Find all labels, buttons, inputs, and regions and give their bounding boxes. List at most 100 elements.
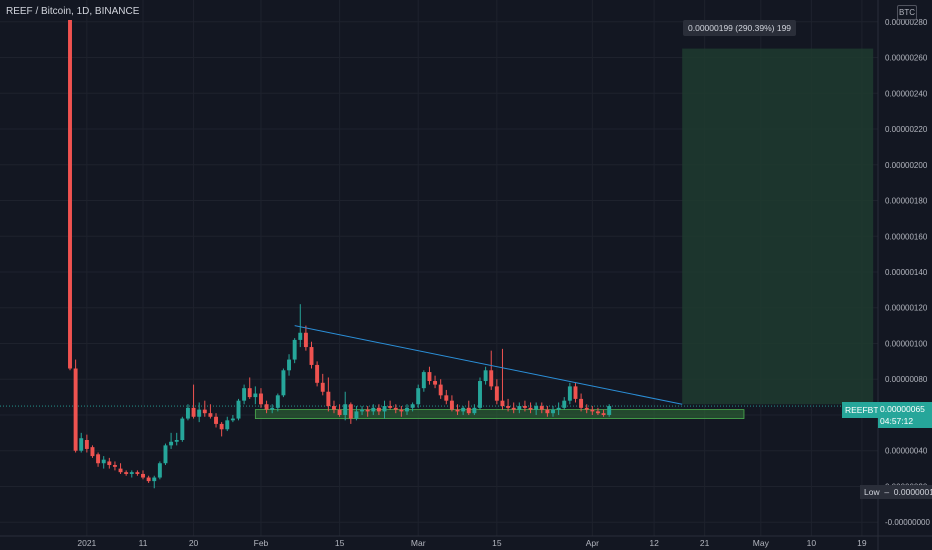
candle-body	[567, 386, 572, 401]
candle-body	[360, 409, 365, 412]
candle-body	[107, 461, 112, 466]
x-tick-label: 2021	[77, 538, 96, 548]
last-price-value: 0.00000065	[880, 404, 925, 414]
candle-body	[292, 339, 297, 360]
candle-body	[579, 398, 584, 408]
candle-body	[214, 416, 218, 424]
candle-body	[416, 388, 421, 405]
candle-body	[483, 370, 488, 382]
candle-body	[258, 393, 263, 405]
candle-body	[326, 391, 331, 407]
candle-body	[444, 395, 449, 401]
low-label-value: 0.00000019	[893, 487, 932, 497]
candle-body	[79, 438, 84, 451]
bar-countdown: 04:57:12	[880, 416, 914, 426]
candle-body	[68, 20, 72, 369]
x-tick-label: 10	[807, 538, 817, 548]
candle-body	[219, 423, 224, 430]
candle-body	[146, 477, 151, 482]
x-tick-label: Mar	[411, 538, 426, 548]
candle-body	[365, 409, 370, 412]
x-tick-label: 20	[189, 538, 199, 548]
candle-body	[73, 368, 78, 451]
candle-body	[337, 409, 342, 415]
currency-button[interactable]: BTC	[897, 5, 917, 20]
candle-body	[421, 372, 426, 389]
drawings	[294, 325, 683, 405]
candle-body	[427, 372, 432, 382]
candle-body	[551, 409, 555, 414]
candle-body	[169, 441, 174, 446]
x-tick-label: Apr	[586, 538, 599, 548]
candle-body	[180, 418, 185, 440]
candle-body	[112, 465, 117, 467]
candle-body	[562, 400, 567, 408]
candle-body	[157, 463, 162, 478]
candle-body	[253, 393, 258, 398]
candle-body	[522, 406, 527, 408]
candle-body	[410, 404, 415, 408]
candle-body	[309, 347, 314, 365]
y-tick-label: 0.00000120	[885, 304, 928, 313]
x-tick-label: 15	[335, 538, 345, 548]
candle-body	[315, 364, 320, 383]
symbol-tag: REEFBTC	[842, 402, 888, 418]
y-tick-label: 0.00000240	[885, 89, 928, 98]
x-tick-label: Feb	[254, 538, 269, 548]
candle-body	[343, 404, 348, 415]
candle-body	[449, 400, 454, 410]
candle-body	[124, 472, 129, 474]
candle-body	[247, 388, 252, 398]
trendline	[294, 325, 683, 405]
x-tick-label: 11	[139, 538, 148, 548]
y-tick-label: 0.00000260	[885, 54, 928, 63]
candle-body	[101, 459, 106, 464]
candle-body	[595, 411, 600, 414]
candle-body	[270, 407, 275, 410]
candle-body	[601, 413, 606, 415]
y-tick-label: 0.00000080	[885, 375, 928, 384]
candle-body	[275, 395, 280, 408]
low-label: Low – 0.00000019	[860, 485, 932, 499]
y-tick-label: 0.00000100	[885, 339, 928, 348]
candle-body	[242, 388, 247, 401]
y-tick-label: 0.00000040	[885, 447, 928, 456]
candle-body	[494, 386, 499, 401]
candle-body	[208, 413, 213, 417]
candle-body	[303, 332, 308, 348]
candles	[68, 20, 612, 489]
candle-body	[511, 407, 516, 410]
candle-body	[573, 386, 578, 399]
candle-body	[545, 409, 550, 414]
candle-body	[607, 406, 612, 415]
candle-body	[264, 404, 269, 410]
candle-body	[197, 409, 202, 417]
candle-body	[129, 472, 134, 474]
target-zone	[682, 48, 874, 405]
candle-body	[96, 454, 101, 464]
y-tick-label: -0.00000000	[885, 518, 930, 527]
candle-body	[298, 332, 303, 340]
candle-body	[371, 407, 376, 412]
candle-body	[163, 445, 168, 464]
candle-body	[191, 407, 196, 417]
x-tick-label: May	[753, 538, 770, 548]
candle-body	[230, 418, 235, 421]
candle-body	[517, 406, 522, 410]
candle-body	[236, 400, 241, 419]
candle-body	[472, 407, 477, 414]
candle-body	[433, 381, 438, 385]
candle-body	[399, 409, 404, 412]
x-tick-label: 12	[649, 538, 659, 548]
candle-body	[152, 477, 157, 482]
candle-body	[84, 440, 89, 449]
candle-body	[348, 404, 353, 419]
y-tick-label: 0.00000140	[885, 268, 928, 277]
y-tick-label: 0.00000160	[885, 232, 928, 241]
y-tick-label: 0.00000220	[885, 125, 928, 134]
candle-body	[556, 407, 561, 410]
y-tick-label: 0.00000180	[885, 197, 928, 206]
candle-body	[393, 407, 398, 410]
candle-body	[455, 409, 460, 412]
